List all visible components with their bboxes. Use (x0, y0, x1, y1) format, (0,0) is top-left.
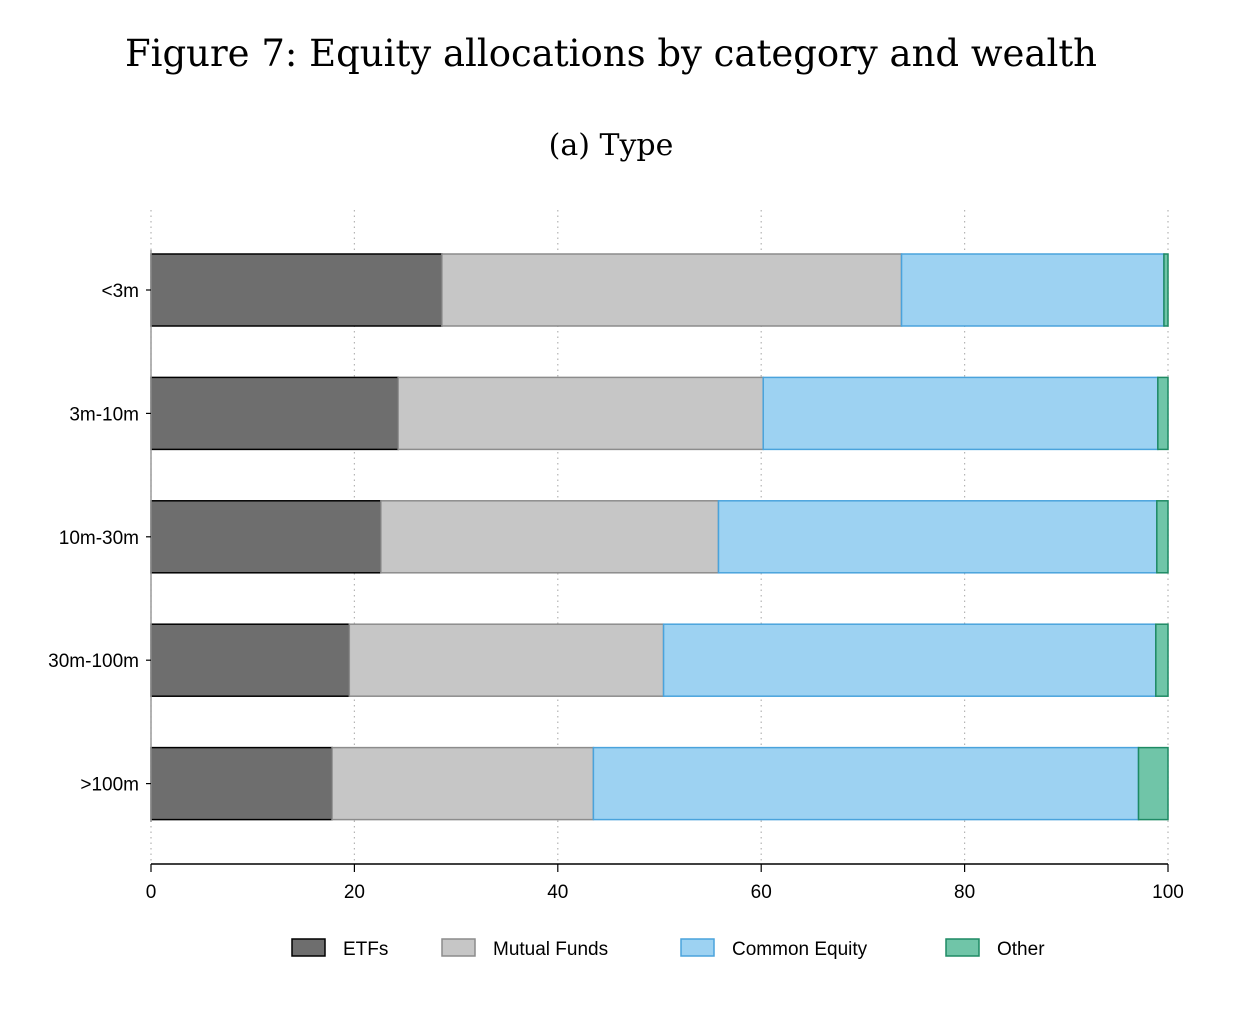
axes: <3m 3m-10m 10m-30m 30m-100m >100m 0 20 40 60 80 10… (48, 250, 1184, 903)
legend-swatch-mutual-funds (441, 938, 476, 957)
bar-30m-100m-mutual-funds (348, 623, 665, 697)
bar-10m-30m-etfs (150, 500, 382, 574)
bar-gt-100m-common-equity (592, 746, 1140, 821)
legend-label-mutual-funds: Mutual Funds (493, 939, 608, 960)
bar-10m-30m-other (1156, 500, 1169, 574)
x-tick-label-80: 80 (954, 882, 975, 903)
bar-3m-10m-etfs (150, 376, 399, 451)
legend-swatch-common-equity (680, 938, 715, 957)
x-tick-label-60: 60 (751, 882, 772, 903)
legend-label-etfs: ETFs (343, 939, 388, 960)
x-tick-label-20: 20 (344, 882, 365, 903)
legend-label-common-equity: Common Equity (732, 939, 868, 960)
bar-30m-100m-etfs (150, 623, 351, 697)
legend-swatch-etfs (291, 938, 326, 957)
x-tick-label-0: 0 (146, 882, 157, 903)
y-tick-label-10m-30m: 10m-30m (59, 528, 139, 549)
bar-lt-3m-common-equity (900, 253, 1165, 327)
bar-3m-10m-common-equity (762, 376, 1159, 451)
y-tick-label-lt-3m: <3m (102, 281, 140, 302)
y-tick-label-30m-100m: 30m-100m (48, 651, 139, 672)
bar-lt-3m-mutual-funds (441, 253, 903, 327)
bar-3m-10m-mutual-funds (397, 376, 764, 451)
bar-lt-3m-etfs (150, 253, 443, 327)
bar-30m-100m-other (1155, 623, 1169, 697)
bar-gt-100m-mutual-funds (331, 746, 595, 821)
bar-gt-100m-etfs (150, 746, 333, 821)
legend: ETFs Mutual Funds Common Equity Other (291, 938, 1045, 960)
figure-title: Figure 7: Equity allocations by category… (124, 32, 1098, 75)
x-tick-label-100: 100 (1152, 882, 1184, 903)
y-tick-label-gt-100m: >100m (80, 775, 139, 796)
bars (150, 253, 1169, 821)
x-tick-label-40: 40 (547, 882, 568, 903)
figure-subtitle: (a) Type (548, 128, 674, 163)
bar-lt-3m-other (1163, 253, 1169, 327)
y-tick-label-3m-10m: 3m-10m (69, 404, 139, 425)
bar-10m-30m-mutual-funds (380, 500, 720, 574)
bar-30m-100m-common-equity (662, 623, 1157, 697)
bar-gt-100m-other (1137, 746, 1169, 821)
bar-10m-30m-common-equity (717, 500, 1158, 574)
legend-swatch-other (945, 938, 980, 957)
bar-3m-10m-other (1157, 376, 1169, 451)
legend-label-other: Other (997, 939, 1045, 960)
